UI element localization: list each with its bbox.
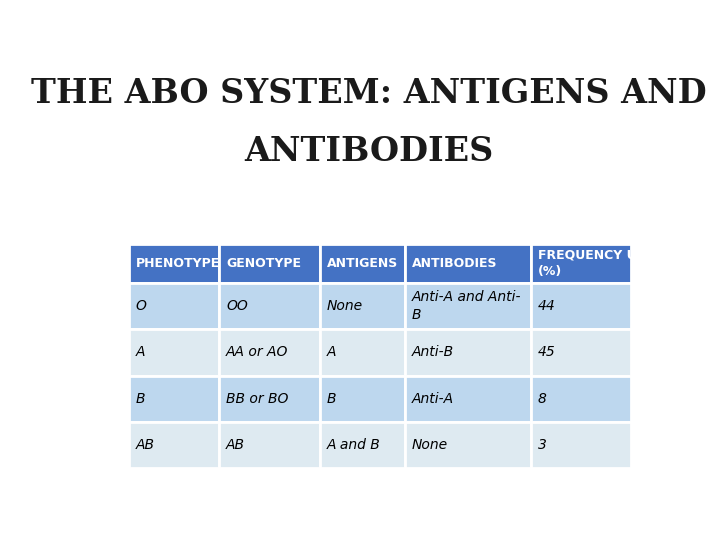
Bar bbox=[129, 375, 220, 422]
Bar bbox=[405, 283, 531, 329]
Bar bbox=[220, 283, 320, 329]
Bar bbox=[531, 375, 631, 422]
Bar bbox=[220, 329, 320, 375]
Bar bbox=[129, 283, 220, 329]
Text: 45: 45 bbox=[538, 346, 555, 359]
Text: O: O bbox=[136, 299, 147, 313]
Bar bbox=[405, 244, 531, 283]
Text: A and B: A and B bbox=[327, 438, 380, 452]
Bar bbox=[220, 422, 320, 468]
Bar bbox=[220, 244, 320, 283]
Bar bbox=[320, 244, 405, 283]
Text: 44: 44 bbox=[538, 299, 555, 313]
Bar bbox=[129, 329, 220, 375]
Text: GENOTYPE: GENOTYPE bbox=[226, 256, 301, 270]
Bar bbox=[220, 375, 320, 422]
Text: A: A bbox=[136, 346, 145, 359]
Text: ANTIBODIES: ANTIBODIES bbox=[412, 256, 498, 270]
Text: PHENOTYPE: PHENOTYPE bbox=[136, 256, 220, 270]
Bar bbox=[405, 422, 531, 468]
Text: AB: AB bbox=[136, 438, 155, 452]
Text: Anti-A and Anti-
B: Anti-A and Anti- B bbox=[412, 291, 521, 322]
Text: 3: 3 bbox=[538, 438, 546, 452]
Text: BB or BO: BB or BO bbox=[226, 392, 289, 406]
Text: AA or AO: AA or AO bbox=[226, 346, 289, 359]
Bar bbox=[531, 244, 631, 283]
Bar bbox=[129, 244, 220, 283]
Bar bbox=[405, 329, 531, 375]
Bar bbox=[320, 329, 405, 375]
Bar bbox=[129, 422, 220, 468]
Text: Anti-B: Anti-B bbox=[412, 346, 454, 359]
Text: A: A bbox=[327, 346, 336, 359]
Bar bbox=[531, 422, 631, 468]
Bar bbox=[405, 375, 531, 422]
Text: AB: AB bbox=[226, 438, 245, 452]
Text: B: B bbox=[136, 392, 145, 406]
Bar bbox=[320, 422, 405, 468]
Bar bbox=[320, 375, 405, 422]
Text: 8: 8 bbox=[538, 392, 546, 406]
Text: None: None bbox=[412, 438, 448, 452]
Text: None: None bbox=[327, 299, 363, 313]
Text: OO: OO bbox=[226, 299, 248, 313]
Text: THE ABO SYSTEM: ANTIGENS AND: THE ABO SYSTEM: ANTIGENS AND bbox=[31, 77, 707, 110]
Text: ANTIBODIES: ANTIBODIES bbox=[244, 136, 494, 168]
Text: B: B bbox=[327, 392, 336, 406]
Text: FREQUENCY UK
(%): FREQUENCY UK (%) bbox=[538, 249, 646, 278]
Bar bbox=[531, 283, 631, 329]
Text: ANTIGENS: ANTIGENS bbox=[327, 256, 398, 270]
Bar bbox=[320, 283, 405, 329]
Text: Anti-A: Anti-A bbox=[412, 392, 454, 406]
Bar bbox=[531, 329, 631, 375]
